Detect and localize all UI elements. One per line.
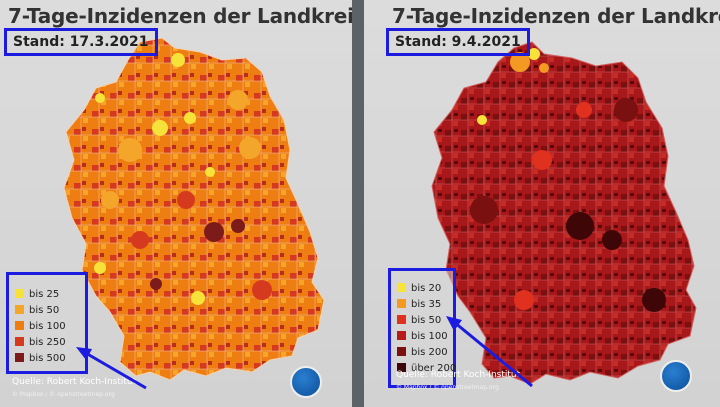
germany-shape-left <box>63 37 325 381</box>
legend-swatch <box>397 331 406 340</box>
legend-swatch <box>397 363 406 372</box>
legend-label: bis 500 <box>29 353 66 364</box>
legend-item: bis 20 <box>397 283 441 294</box>
legend-label: bis 20 <box>411 283 442 294</box>
legend-label: bis 50 <box>411 315 442 326</box>
region-overlays-right <box>470 48 666 312</box>
legend-right: bis 20 bis 35 bis 50 bis 100 bis 200 übe… <box>388 268 456 388</box>
legend-swatch <box>397 283 406 292</box>
map-panel-right: 7-Tage-Inzidenzen der Landkreise Stand: … <box>364 0 720 407</box>
legend-label: bis 200 <box>411 347 448 358</box>
legend-item: bis 500 <box>15 353 66 364</box>
legend-item: bis 100 <box>15 321 66 332</box>
legend-swatch <box>15 305 24 314</box>
panel-title: 7-Tage-Inzidenzen der Landkreise <box>392 4 720 28</box>
legend-swatch <box>397 315 406 324</box>
legend-item: bis 35 <box>397 299 441 310</box>
legend-item: bis 200 <box>397 347 448 358</box>
credit-label: © Mapbox / © openstreetmap.org <box>396 384 499 391</box>
legend-item: über 200 <box>397 363 456 374</box>
credit-label: © Mapbox / © openstreetmap.org <box>12 391 115 398</box>
stand-date: Stand: 9.4.2021 <box>386 28 530 56</box>
panel-title: 7-Tage-Inzidenzen der Landkreise <box>8 4 352 28</box>
legend-label: über 200 <box>411 363 457 374</box>
source-label: Quelle: Robert Koch-Institut <box>396 370 521 380</box>
legend-label: bis 250 <box>29 337 66 348</box>
germany-shape-right <box>431 41 697 385</box>
legend-swatch <box>15 337 24 346</box>
legend-left: bis 25 bis 50 bis 100 bis 250 bis 500 <box>6 272 88 374</box>
legend-label: bis 100 <box>411 331 448 342</box>
legend-item: bis 25 <box>15 289 59 300</box>
germany-map-right <box>431 41 697 385</box>
legend-label: bis 50 <box>29 305 60 316</box>
tagesschau-logo-icon <box>290 366 322 398</box>
legend-swatch <box>397 299 406 308</box>
legend-swatch <box>15 321 24 330</box>
legend-item: bis 100 <box>397 331 448 342</box>
legend-swatch <box>15 353 24 362</box>
stand-date: Stand: 17.3.2021 <box>4 28 158 56</box>
legend-item: bis 50 <box>397 315 441 326</box>
region-overlays-left <box>94 53 272 305</box>
legend-label: bis 100 <box>29 321 66 332</box>
legend-item: bis 50 <box>15 305 59 316</box>
legend-label: bis 25 <box>29 289 60 300</box>
legend-swatch <box>15 289 24 298</box>
legend-swatch <box>397 347 406 356</box>
legend-label: bis 35 <box>411 299 442 310</box>
map-panel-left: 7-Tage-Inzidenzen der Landkreise Stand: … <box>0 0 352 407</box>
tagesschau-logo-icon <box>660 360 692 392</box>
germany-map-left <box>63 37 325 381</box>
legend-item: bis 250 <box>15 337 66 348</box>
source-label: Quelle: Robert Koch-Institut <box>12 377 137 387</box>
